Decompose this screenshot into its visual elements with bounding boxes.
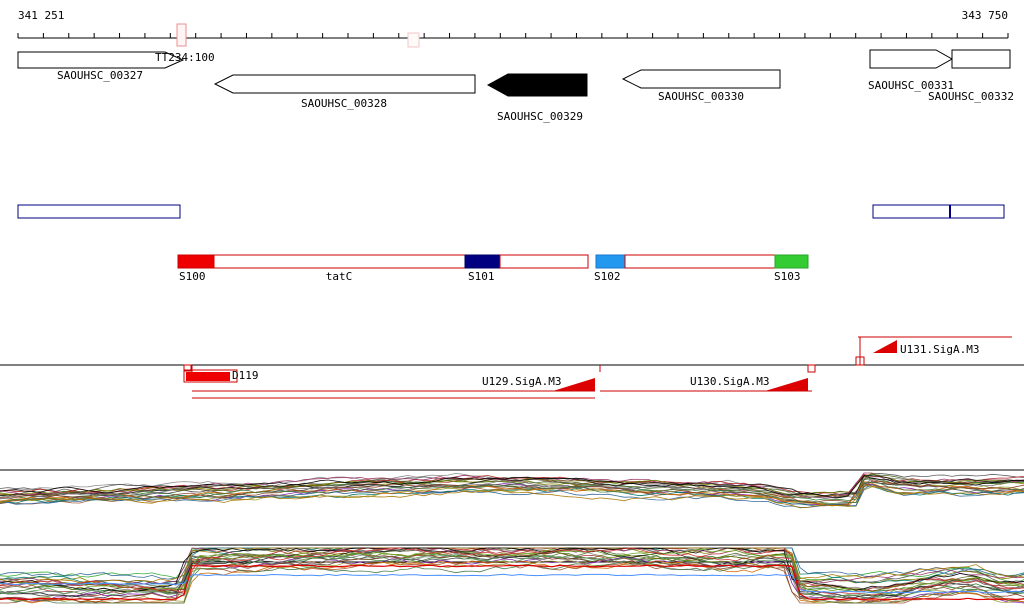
expression-trace [0, 481, 1024, 505]
expression-trace [0, 550, 1024, 593]
gene-arrow-saouhsc_00327[interactable] [17, 51, 185, 69]
ruler-marker[interactable] [407, 32, 420, 48]
segment-s101[interactable] [464, 254, 501, 269]
expression-trace-special [0, 564, 1024, 601]
segment-s103[interactable] [774, 254, 809, 269]
segment-label-s100: S100 [179, 270, 206, 283]
segment-s102[interactable] [595, 254, 626, 269]
gene-label-saouhsc-00331: SAOUHSC_00331 [867, 79, 955, 92]
gene-arrow-saouhsc_00329[interactable] [486, 73, 588, 97]
expression-trace-special [0, 573, 1024, 594]
tu-u129-ramp[interactable] [553, 378, 595, 391]
segment-label-s103: S103 [774, 270, 801, 283]
ruler-marker[interactable] [176, 23, 187, 47]
expression-trace [0, 552, 1024, 599]
expression-trace [0, 553, 1024, 599]
expression-trace [0, 481, 1024, 506]
d119-flag[interactable] [183, 364, 192, 372]
clone-box[interactable] [872, 204, 1005, 219]
segment-mid2[interactable] [624, 254, 776, 269]
tu-u130-ramp[interactable] [765, 378, 808, 391]
gene-label-saouhsc-00329: SAOUHSC_00329 [496, 110, 584, 123]
expression-trace [0, 477, 1024, 502]
tu-u131-flag[interactable] [855, 356, 865, 366]
expression-trace [0, 478, 1024, 500]
gene-label-saouhsc-00330: SAOUHSC_00330 [657, 90, 745, 103]
gene-label-saouhsc-00332: SAOUHSC_00332 [927, 90, 1015, 103]
gene-label-saouhsc-00328: SAOUHSC_00328 [300, 97, 388, 110]
expression-trace [0, 547, 1024, 586]
segment-label-s102: S102 [594, 270, 621, 283]
gene-arrow-saouhsc_00330[interactable] [621, 69, 781, 89]
expression-trace [0, 547, 1024, 596]
expression-trace [0, 483, 1024, 507]
tu-u131-ramp[interactable] [873, 340, 897, 353]
tu-label-u129-siga-m3: U129.SigA.M3 [482, 375, 562, 388]
ruler-end-coordinate: 343 750 [961, 9, 1008, 22]
segment-label-s101: S101 [468, 270, 495, 283]
ruler-start-coordinate: 341 251 [18, 9, 65, 22]
segment-tatc[interactable] [213, 254, 466, 269]
tu-label-u131-siga-m3: U131.SigA.M3 [900, 343, 980, 356]
d119-box[interactable] [183, 369, 238, 383]
clone-box[interactable] [17, 204, 181, 219]
tu-u130-end-flag[interactable] [807, 364, 816, 373]
expression-trace [0, 483, 1024, 508]
segment-s100[interactable] [177, 254, 215, 269]
gene-label-saouhsc-00327: SAOUHSC_00327 [56, 69, 144, 82]
expression-trace [0, 475, 1024, 499]
expression-trace [0, 547, 1024, 592]
tu-label-u130-siga-m3: U130.SigA.M3 [690, 375, 770, 388]
expression-trace [0, 484, 1024, 509]
gene-arrow-saouhsc_00332[interactable] [951, 49, 1011, 69]
expression-trace [0, 548, 1024, 594]
d119-fill[interactable] [186, 372, 230, 381]
gene-label-tatc: tatC [325, 270, 353, 283]
terminator-label-tt234: TT234:100 [155, 51, 215, 64]
segment-mid1[interactable] [499, 254, 589, 269]
feature-label-d119: D119 [232, 369, 259, 382]
gene-arrow-saouhsc_00331[interactable] [869, 49, 954, 69]
expression-trace [0, 561, 1024, 604]
gene-arrow-saouhsc_00328[interactable] [213, 74, 476, 94]
